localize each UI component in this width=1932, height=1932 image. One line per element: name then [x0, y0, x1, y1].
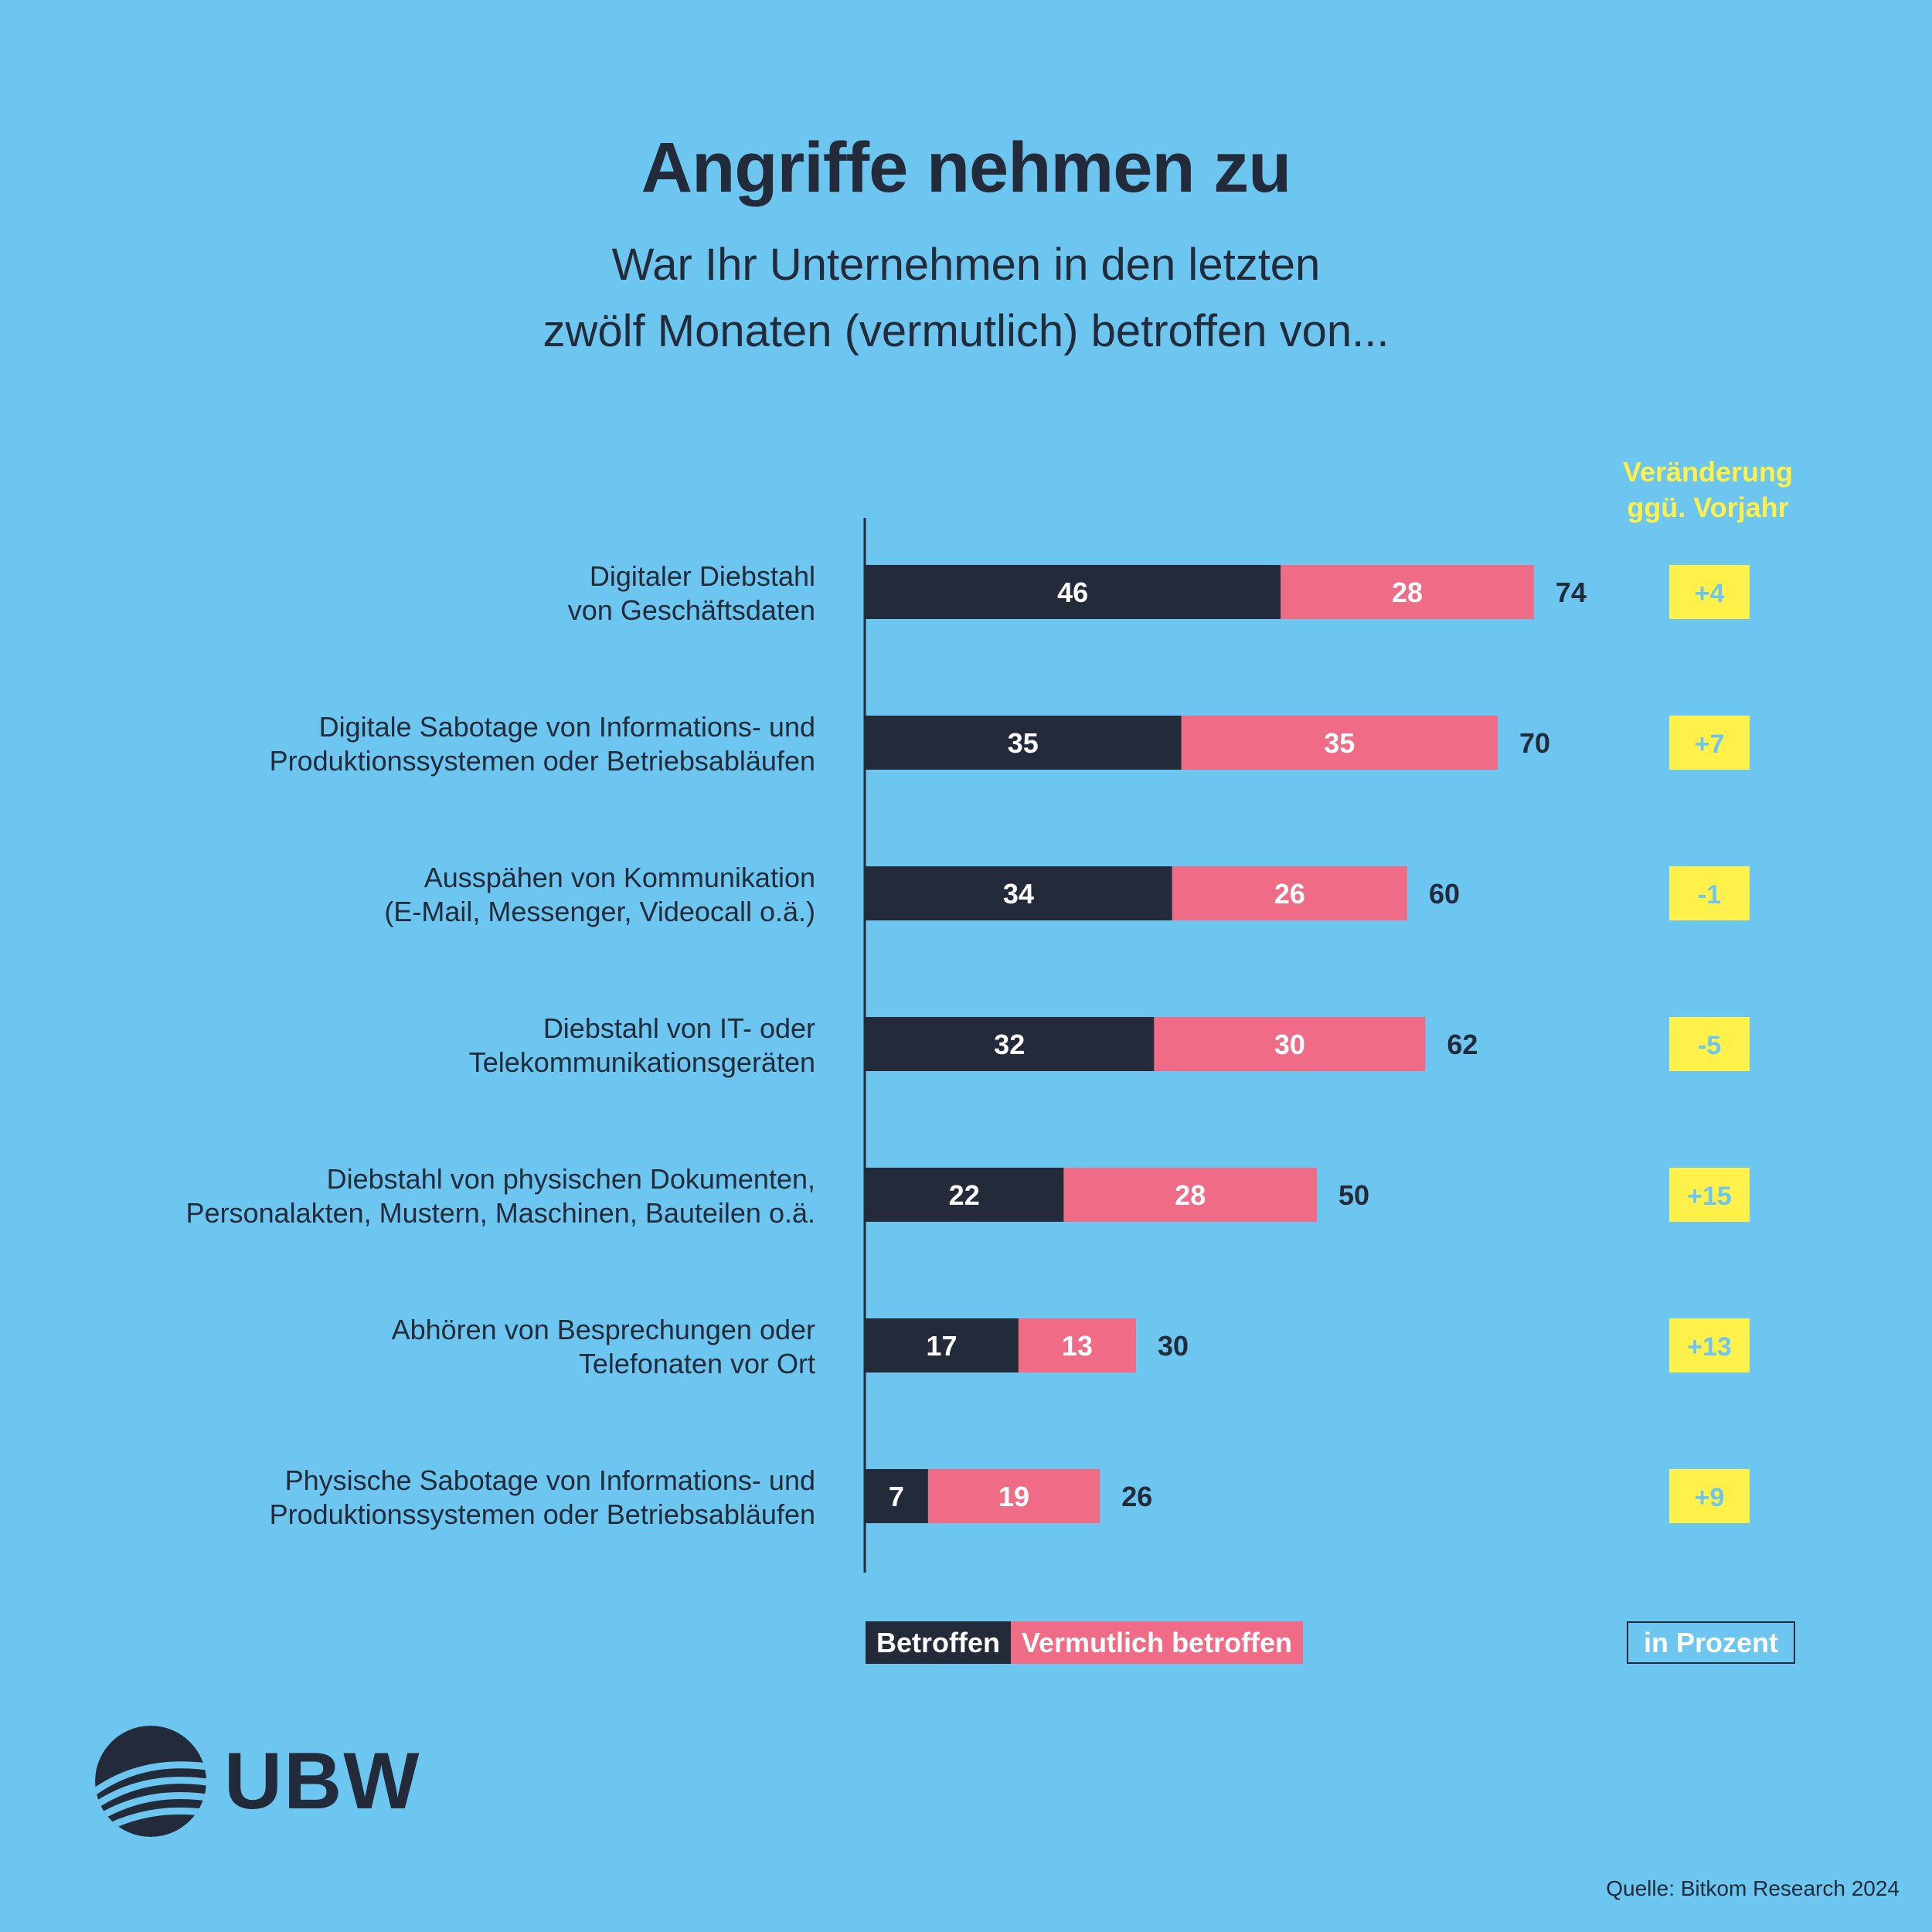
bar-value-label: 30 — [1274, 1029, 1305, 1060]
change-header-line-2: ggü. Vorjahr — [1627, 492, 1789, 523]
unit-label: in Prozent — [1627, 1621, 1795, 1664]
change-header-line-1: Veränderung — [1622, 456, 1794, 488]
total-label: 50 — [1338, 1179, 1369, 1211]
category-label-line: Physische Sabotage von Informations- und — [285, 1464, 815, 1496]
bar-vermutlich-betroffen — [927, 1469, 1100, 1523]
category-label-line: Produktionssystemen oder Betriebsabläufe… — [270, 745, 815, 777]
category-label: Digitale Sabotage von Informations- und P… — [270, 711, 815, 777]
bar-value-label: 13 — [1062, 1330, 1093, 1362]
category-label-line: Digitale Sabotage von Informations- und — [319, 711, 815, 743]
category-label-line: Personalakten, Mustern, Maschinen, Baute… — [186, 1197, 815, 1229]
bar-betroffen — [865, 1017, 1155, 1071]
total-label: 30 — [1158, 1330, 1189, 1362]
category-label: Diebstahl von physischen Dokumenten, Pers… — [186, 1163, 815, 1229]
bar-value-label: 28 — [1392, 577, 1423, 608]
category-label-line: von Geschäftsdaten — [568, 594, 815, 626]
bar-value-label: 19 — [998, 1481, 1029, 1512]
bar-vermutlich-betroffen — [1172, 866, 1407, 920]
change-badge — [1669, 1017, 1750, 1071]
category-label-line: Ausspähen von Kommunikation — [424, 862, 815, 893]
bar-value-label: 35 — [1008, 727, 1039, 759]
source-note: Quelle: Bitkom Research 2024 — [1606, 1876, 1900, 1900]
category-label-line: Telekommunikationsgeräten — [469, 1046, 815, 1078]
logo-text: UBW — [224, 1736, 421, 1826]
change-value: +4 — [1695, 579, 1725, 608]
bar-vermutlich-betroffen — [1281, 565, 1534, 619]
bar-value-label: 32 — [994, 1029, 1025, 1060]
category-label: Ausspähen von Kommunikation (E-Mail, Mess… — [384, 862, 815, 927]
bar-betroffen — [865, 866, 1172, 920]
bar-betroffen — [865, 1318, 1019, 1372]
category-label-line: Telefonaten vor Ort — [579, 1348, 815, 1379]
change-badge — [1669, 565, 1750, 619]
bar-betroffen — [865, 716, 1182, 770]
bar-value-label: 34 — [1003, 878, 1034, 910]
legend-betroffen: Betroffen — [866, 1621, 1011, 1664]
change-badge — [1669, 1469, 1750, 1523]
change-value: +7 — [1695, 730, 1725, 759]
bar-value-label: 46 — [1057, 577, 1088, 608]
bar-betroffen — [865, 1469, 928, 1523]
subtitle-line-2: zwölf Monaten (vermutlich) betroffen von… — [543, 306, 1389, 356]
change-value: +9 — [1695, 1483, 1725, 1512]
bar-value-label: 35 — [1324, 727, 1355, 759]
ubw-wave-icon — [95, 1726, 206, 1837]
category-label: Abhören von Besprechungen oder Telefonate… — [392, 1314, 815, 1379]
total-label: 26 — [1121, 1481, 1152, 1512]
bar-betroffen — [865, 1168, 1064, 1222]
total-label: 70 — [1519, 727, 1550, 759]
total-label: 62 — [1447, 1029, 1478, 1060]
bar-value-label: 28 — [1175, 1179, 1206, 1211]
category-label-line: Produktionssystemen oder Betriebsabläufe… — [270, 1498, 815, 1530]
chart-subtitle: War Ihr Unternehmen in den letzten zwölf… — [0, 232, 1932, 365]
change-value: +13 — [1687, 1332, 1732, 1362]
bar-vermutlich-betroffen — [1018, 1318, 1136, 1372]
total-label: 60 — [1429, 878, 1460, 910]
subtitle-line-1: War Ihr Unternehmen in den letzten — [611, 240, 1321, 290]
chart-title: Angriffe nehmen zu — [641, 128, 1292, 207]
change-badge — [1669, 1168, 1750, 1222]
change-value: -5 — [1698, 1031, 1721, 1060]
change-badge — [1669, 866, 1750, 920]
bar-betroffen — [865, 565, 1281, 619]
category-label-line: Diebstahl von physischen Dokumenten, — [327, 1163, 815, 1195]
category-label-line: Diebstahl von IT- oder — [543, 1012, 815, 1044]
change-badge — [1669, 716, 1750, 770]
bar-vermutlich-betroffen — [1181, 716, 1498, 770]
category-label: Digitaler Diebstahl von Geschäftsdaten — [568, 560, 815, 626]
bar-value-label: 26 — [1274, 878, 1305, 910]
change-header: Veränderung ggü. Vorjahr — [1592, 454, 1824, 526]
ubw-logo: UBW — [93, 1723, 420, 1839]
legend: Betroffen Vermutlich betroffen — [866, 1621, 1304, 1664]
bar-vermutlich-betroffen — [1154, 1017, 1426, 1071]
category-label-line: (E-Mail, Messenger, Videocall o.ä.) — [384, 896, 815, 927]
category-label: Diebstahl von IT- oder Telekommunikations… — [469, 1012, 815, 1078]
change-value: +15 — [1687, 1182, 1732, 1211]
category-label: Physische Sabotage von Informations- und… — [270, 1464, 815, 1530]
bar-value-label: 22 — [949, 1179, 980, 1211]
category-label-line: Abhören von Besprechungen oder — [392, 1314, 815, 1345]
change-value: -1 — [1698, 880, 1721, 910]
bar-value-label: 17 — [926, 1330, 957, 1362]
category-label-line: Digitaler Diebstahl — [590, 560, 815, 592]
total-label: 74 — [1556, 577, 1587, 608]
legend-vermutlich-betroffen: Vermutlich betroffen — [1011, 1621, 1304, 1664]
bar-value-label: 7 — [889, 1481, 904, 1512]
change-badge — [1669, 1318, 1750, 1372]
bar-vermutlich-betroffen — [1063, 1168, 1317, 1222]
